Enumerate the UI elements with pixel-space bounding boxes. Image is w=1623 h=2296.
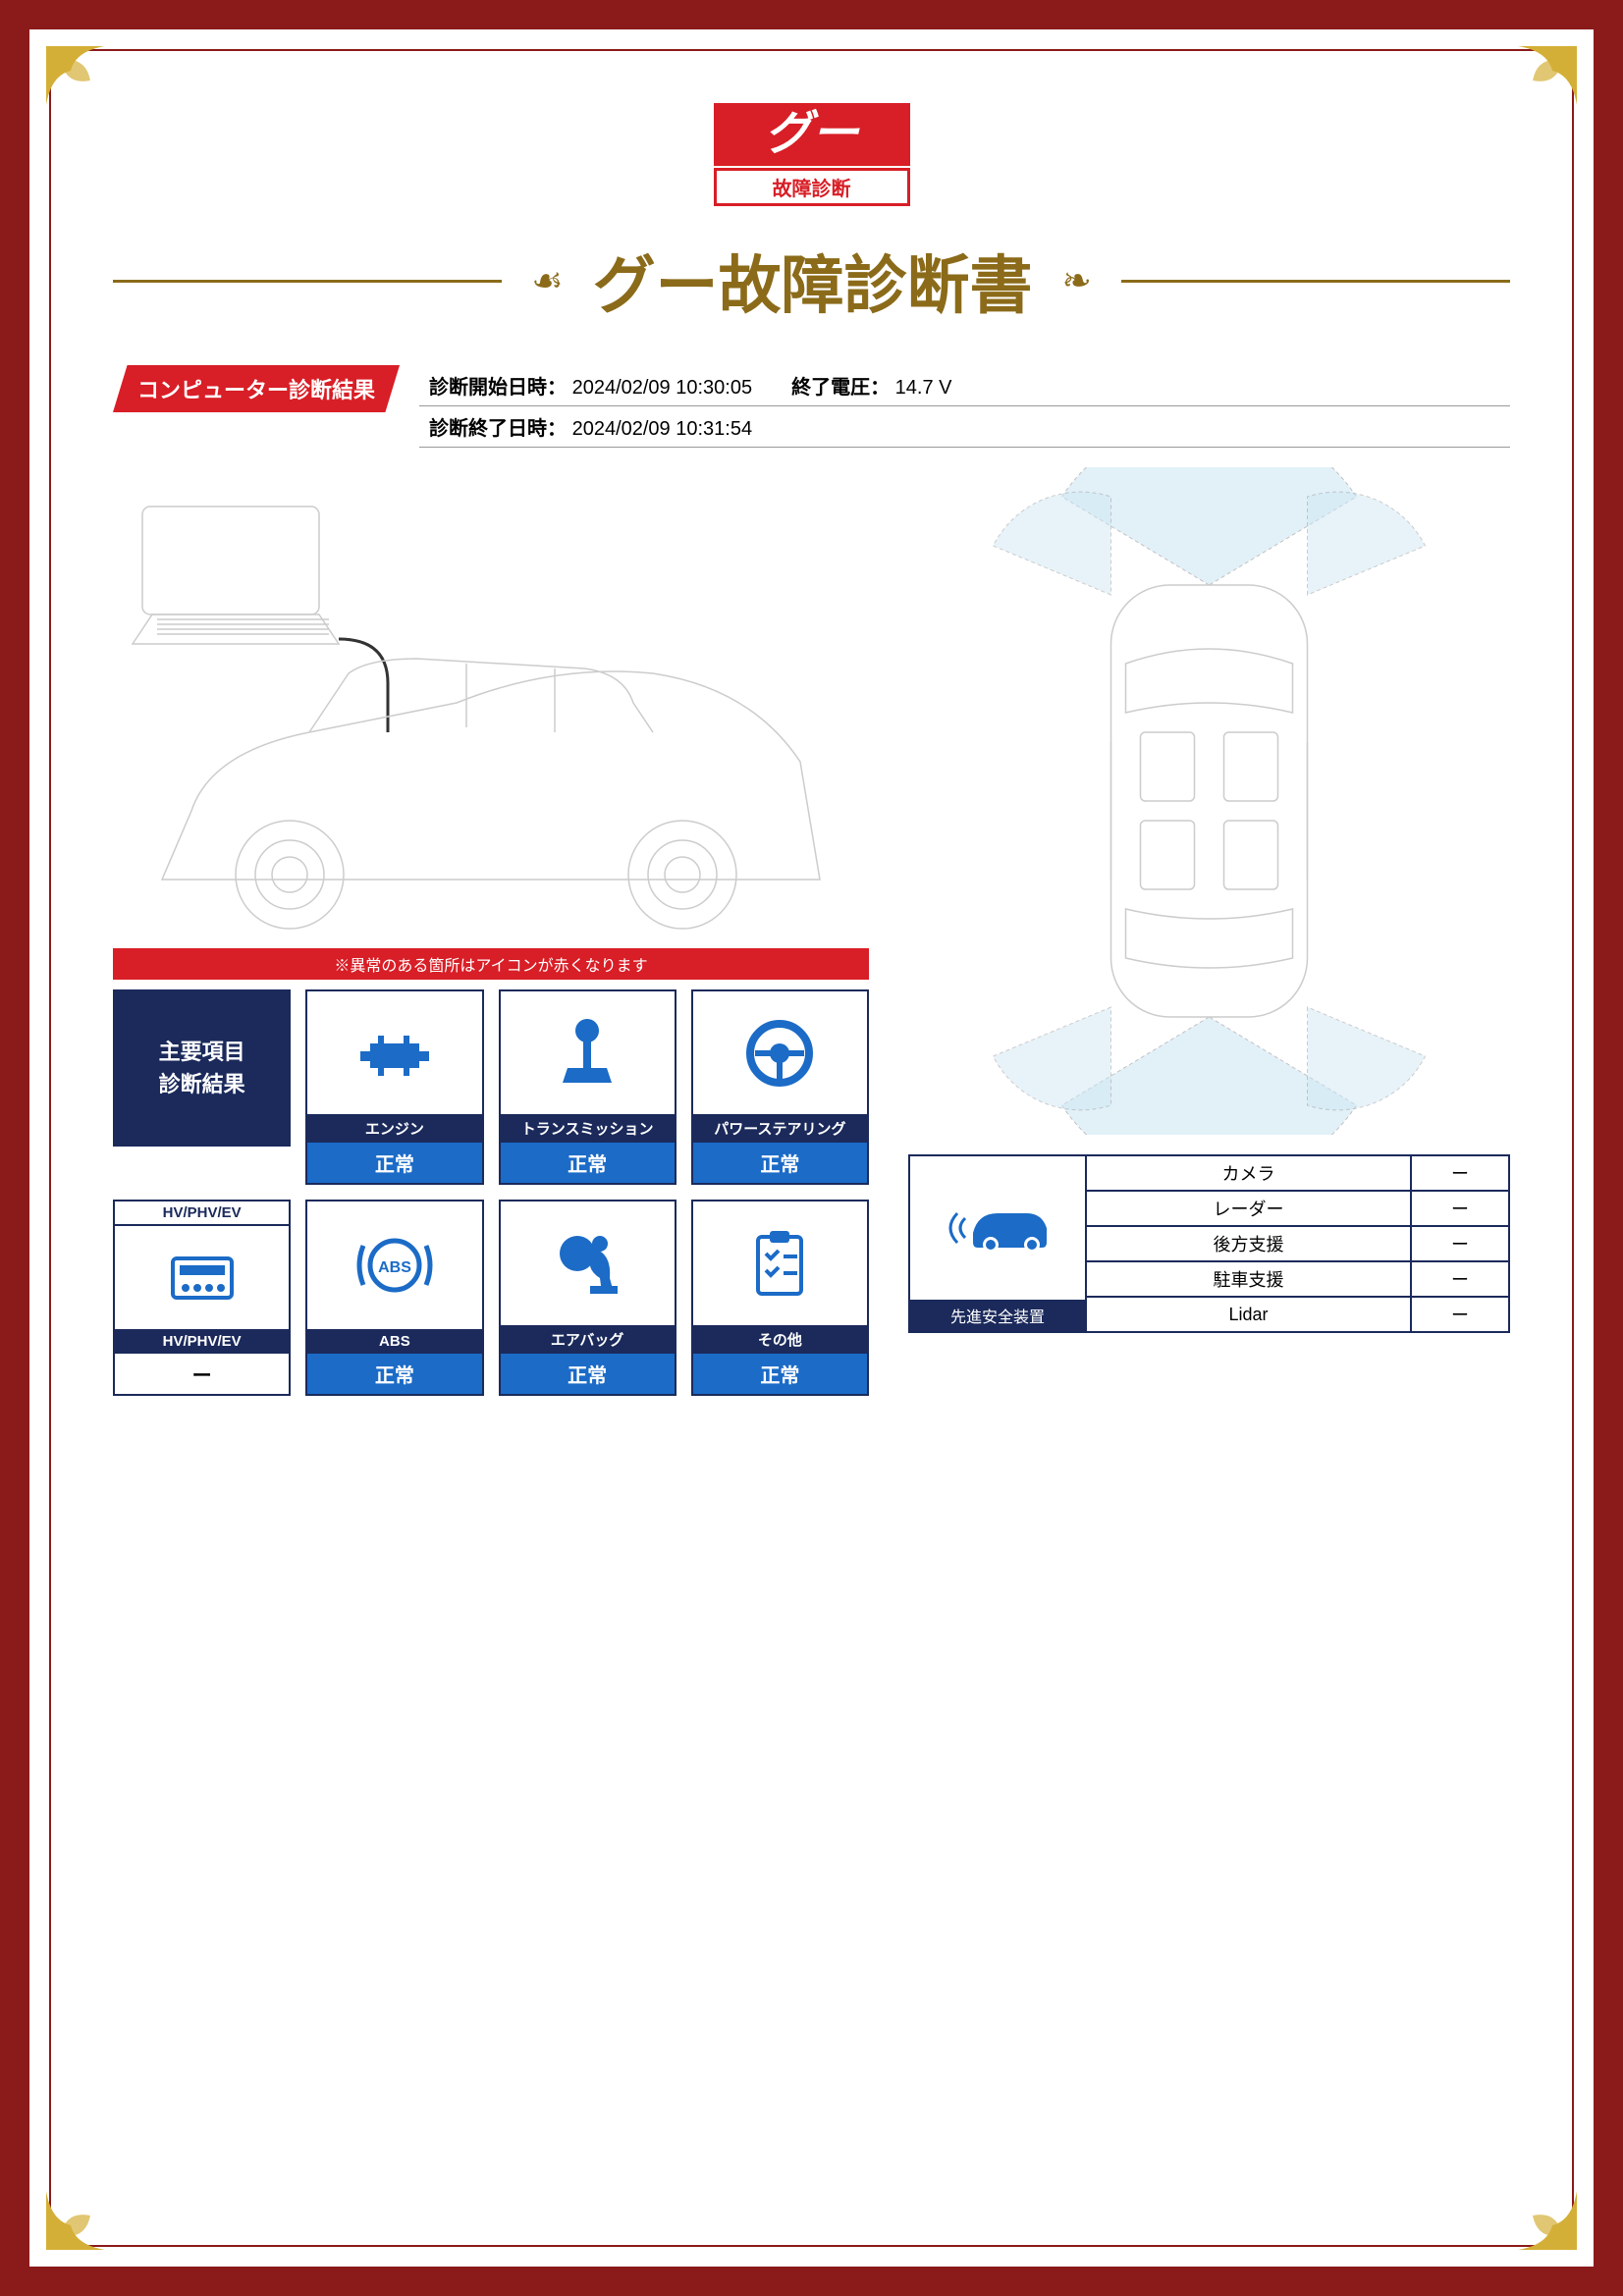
transmission-status: 正常 (501, 1143, 675, 1183)
end-label: 診断終了日時： (429, 418, 567, 440)
safety-data-table: カメラー レーダーー 後方支援ー 駐車支援ー Lidarー (1085, 1154, 1510, 1333)
header-row: コンピューター診断結果 診断開始日時： 2024/02/09 10:30:05 … (113, 365, 1510, 448)
section-badge: コンピューター診断結果 (113, 365, 400, 412)
hv-title: HV/PHV/EV (115, 1201, 289, 1226)
safety-left-cell: 先進安全装置 (908, 1154, 1085, 1333)
icon-grid-2: HV/PHV/EV HV/PHV/EV ー ABS ABS 正常 エアバッグ 正… (113, 1200, 869, 1395)
safety-row-value: ー (1411, 1226, 1509, 1261)
car-top-diagram (908, 467, 1510, 1135)
table-row: カメラー (1086, 1155, 1509, 1191)
safety-table: 先進安全装置 カメラー レーダーー 後方支援ー 駐車支援ー Lidarー (908, 1154, 1510, 1333)
steering-wheel-icon (745, 1019, 814, 1088)
checklist-icon (750, 1229, 809, 1298)
abs-cell: ABS ABS 正常 (305, 1200, 483, 1395)
hv-status: ー (115, 1354, 289, 1394)
table-row: レーダーー (1086, 1191, 1509, 1226)
icon-grid-1: 主要項目 診断結果 エンジン 正常 トランスミッション 正常 パワース (113, 989, 869, 1185)
title-line-right (1121, 280, 1510, 283)
safety-row-value: ー (1411, 1155, 1509, 1191)
engine-icon (360, 1024, 429, 1083)
diagram-area: ※異常のある箇所はアイコンが赤くなります 主要項目 診断結果 エンジン 正常 ト… (113, 467, 1510, 1396)
power-steering-label: パワーステアリング (693, 1114, 867, 1143)
voltage-value: 14.7 V (895, 377, 952, 399)
meta-block: 診断開始日時： 2024/02/09 10:30:05 終了電圧： 14.7 V… (419, 365, 1510, 448)
engine-status: 正常 (307, 1143, 481, 1183)
title-row: ☙ グー故障診断書 ❧ (113, 236, 1510, 326)
safety-right: カメラー レーダーー 後方支援ー 駐車支援ー Lidarー (1085, 1154, 1510, 1333)
car-top-sensor-icon (908, 467, 1510, 1135)
voltage-label: 終了電圧： (791, 377, 890, 399)
main-results-label: 主要項目 診断結果 (115, 991, 289, 1145)
airbag-label: エアバッグ (501, 1325, 675, 1354)
diagram-right: 先進安全装置 カメラー レーダーー 後方支援ー 駐車支援ー Lidarー (908, 467, 1510, 1396)
engine-label: エンジン (307, 1114, 481, 1143)
meta-row-end: 診断終了日時： 2024/02/09 10:31:54 (419, 406, 1510, 448)
table-row: 駐車支援ー (1086, 1261, 1509, 1297)
hv-label: HV/PHV/EV (115, 1329, 289, 1354)
power-steering-status: 正常 (693, 1143, 867, 1183)
airbag-cell: エアバッグ 正常 (499, 1200, 676, 1395)
certificate-frame: グー 故障診断 ☙ グー故障診断書 ❧ コンピューター診断結果 診断開始日時： … (0, 0, 1623, 2296)
airbag-icon (553, 1229, 622, 1298)
abs-icon: ABS (355, 1231, 434, 1300)
battery-ecu-icon (168, 1254, 237, 1303)
logo: グー 故障診断 (714, 103, 910, 206)
other-status: 正常 (693, 1354, 867, 1394)
hv-cell: HV/PHV/EV HV/PHV/EV ー (113, 1200, 291, 1395)
car-side-icon (113, 467, 869, 938)
page-title: グー故障診断書 (593, 236, 1033, 326)
meta-row-start: 診断開始日時： 2024/02/09 10:30:05 終了電圧： 14.7 V (419, 365, 1510, 406)
logo-sub: 故障診断 (714, 168, 910, 206)
safety-row-label: 後方支援 (1086, 1226, 1411, 1261)
transmission-icon (563, 1019, 612, 1088)
other-label: その他 (693, 1325, 867, 1354)
adas-car-icon (944, 1194, 1052, 1262)
safety-row-label: カメラ (1086, 1155, 1411, 1191)
airbag-status: 正常 (501, 1354, 675, 1394)
abs-status: 正常 (307, 1354, 481, 1394)
svg-text:ABS: ABS (378, 1259, 411, 1276)
end-value: 2024/02/09 10:31:54 (572, 418, 753, 440)
flourish-left-icon: ☙ (531, 260, 563, 301)
logo-main: グー (714, 103, 910, 166)
start-label: 診断開始日時： (429, 377, 567, 399)
other-cell: その他 正常 (691, 1200, 869, 1395)
safety-header-label: 先進安全装置 (910, 1300, 1085, 1331)
safety-row-label: Lidar (1086, 1297, 1411, 1332)
safety-row-label: 駐車支援 (1086, 1261, 1411, 1297)
safety-row-value: ー (1411, 1191, 1509, 1226)
abs-label: ABS (307, 1329, 481, 1354)
transmission-label: トランスミッション (501, 1114, 675, 1143)
car-side-diagram (113, 467, 869, 938)
safety-row-value: ー (1411, 1297, 1509, 1332)
start-value: 2024/02/09 10:30:05 (572, 377, 753, 399)
engine-cell: エンジン 正常 (305, 989, 483, 1185)
power-steering-cell: パワーステアリング 正常 (691, 989, 869, 1185)
content-area: グー 故障診断 ☙ グー故障診断書 ❧ コンピューター診断結果 診断開始日時： … (83, 83, 1540, 2213)
safety-row-label: レーダー (1086, 1191, 1411, 1226)
table-row: 後方支援ー (1086, 1226, 1509, 1261)
main-results-header: 主要項目 診断結果 (113, 989, 291, 1147)
notice-bar: ※異常のある箇所はアイコンが赤くなります (113, 948, 869, 980)
safety-row-value: ー (1411, 1261, 1509, 1297)
flourish-right-icon: ❧ (1062, 260, 1092, 301)
diagram-left: ※異常のある箇所はアイコンが赤くなります 主要項目 診断結果 エンジン 正常 ト… (113, 467, 869, 1396)
transmission-cell: トランスミッション 正常 (499, 989, 676, 1185)
title-line-left (113, 280, 502, 283)
table-row: Lidarー (1086, 1297, 1509, 1332)
